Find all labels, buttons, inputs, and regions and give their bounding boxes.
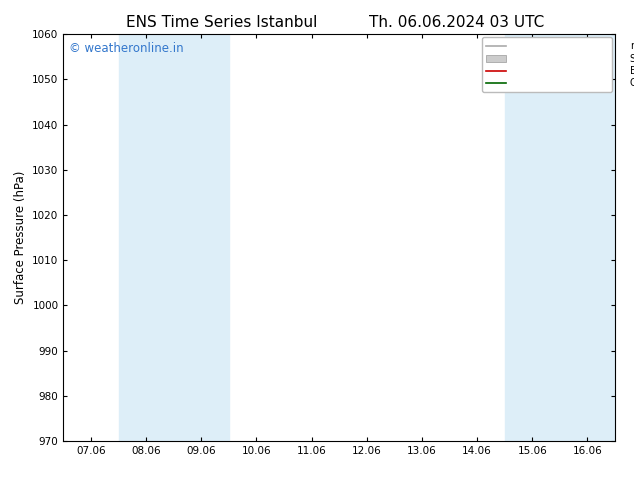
Legend: min/max, Standard deviation, Ensemble mean run, Controll run: min/max, Standard deviation, Ensemble me… [482, 37, 612, 92]
Bar [505, 34, 615, 441]
Text: ENS Time Series Istanbul: ENS Time Series Istanbul [126, 15, 318, 30]
Text: © weatheronline.in: © weatheronline.in [69, 43, 183, 55]
Text: Th. 06.06.2024 03 UTC: Th. 06.06.2024 03 UTC [369, 15, 544, 30]
Bar [119, 34, 229, 441]
Y-axis label: Surface Pressure (hPa): Surface Pressure (hPa) [14, 171, 27, 304]
